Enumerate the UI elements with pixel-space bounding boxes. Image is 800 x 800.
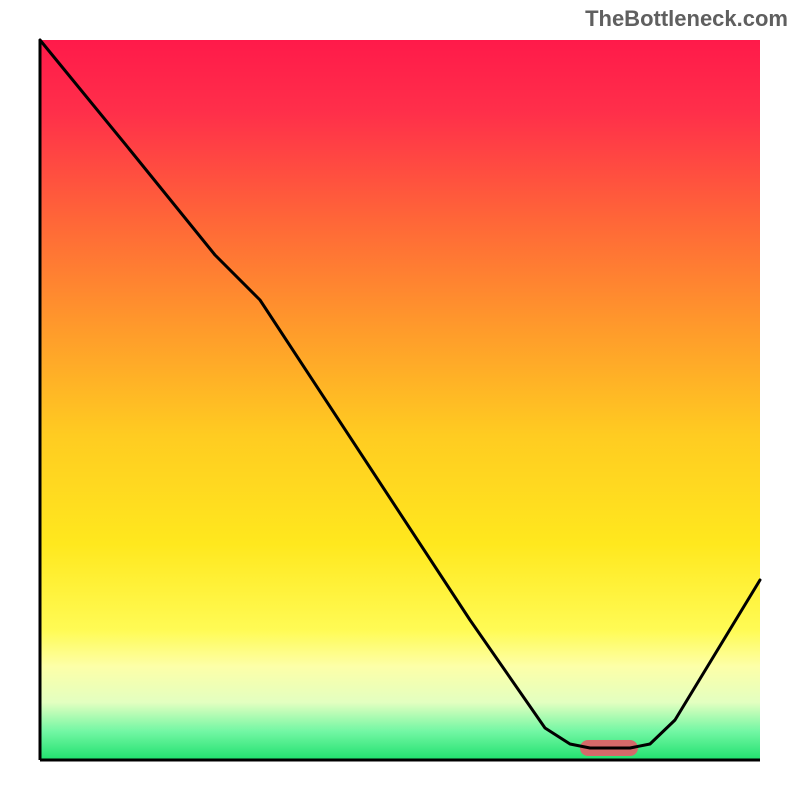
plot-background [40,40,760,760]
bottleneck-chart: TheBottleneck.com [0,0,800,800]
watermark-text: TheBottleneck.com [585,6,788,32]
chart-svg [0,0,800,800]
